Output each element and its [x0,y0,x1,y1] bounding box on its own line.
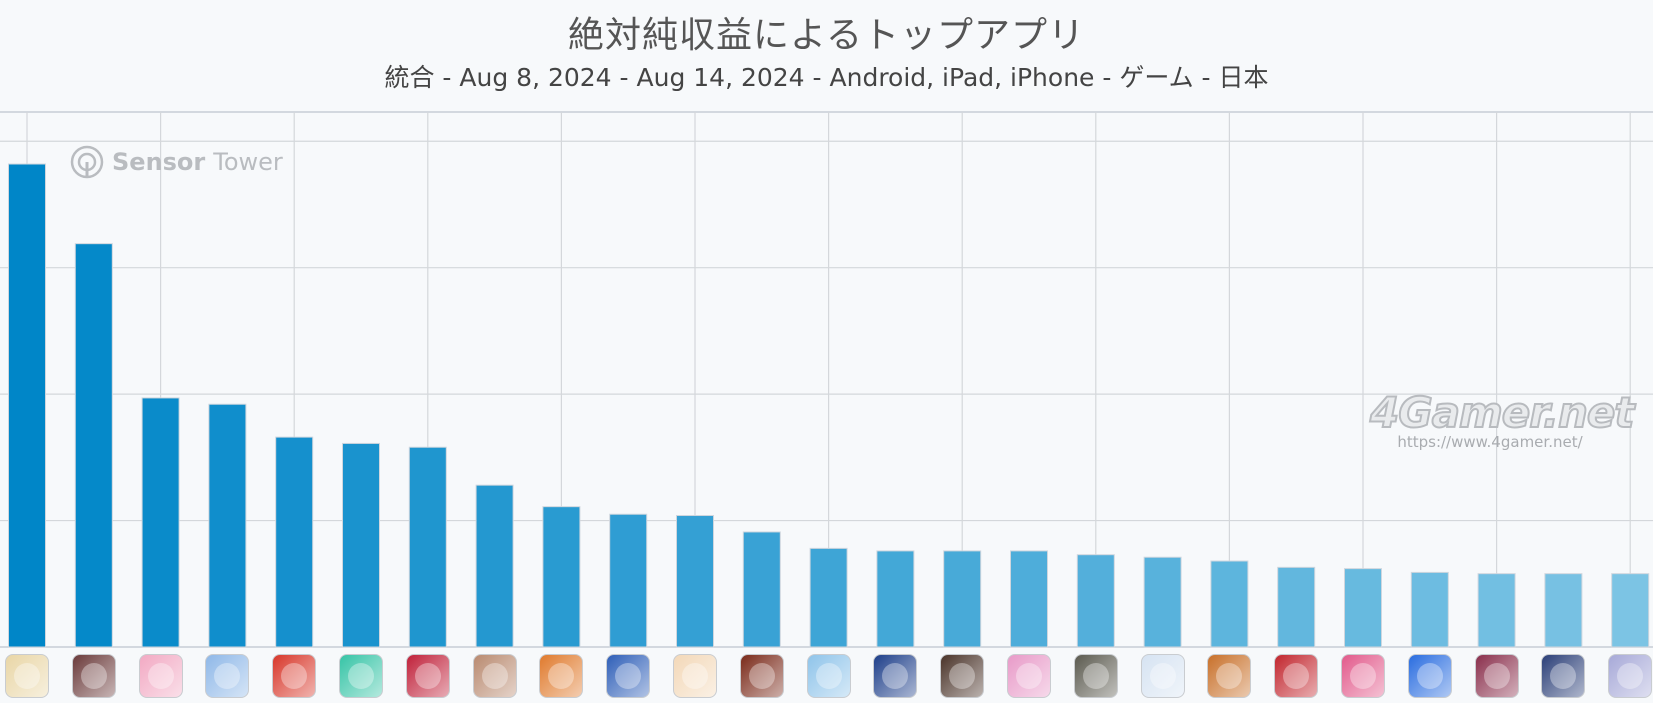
app-icon-5[interactable] [272,654,317,698]
bar-1 [8,163,46,648]
app-icon-16[interactable] [1007,654,1051,698]
bar-2 [74,243,113,648]
bar-5 [275,436,314,648]
bar-18 [1143,556,1182,648]
sensortower-watermark: Sensor Tower [70,142,283,182]
app-icon-14[interactable] [873,654,918,698]
app-icon-6[interactable] [339,654,383,698]
bar-4 [208,403,247,648]
chart-header: 絶対純収益によるトップアプリ 統合 - Aug 8, 2024 - Aug 14… [0,0,1653,112]
bar-3 [141,397,180,648]
4gamer-logo-text: 4Gamer.net [1369,387,1635,438]
chart-subtitle: 統合 - Aug 8, 2024 - Aug 14, 2024 - Androi… [384,63,1269,92]
app-icon-12[interactable] [739,654,784,698]
app-icon-23[interactable] [1474,654,1519,698]
bar-12 [742,531,781,648]
bar-7 [408,446,447,648]
bar-19 [1210,560,1249,648]
app-icon-22[interactable] [1407,654,1452,698]
bar-20 [1277,566,1316,648]
bar-24 [1544,573,1583,648]
app-icon-11[interactable] [673,654,717,698]
app-icon-19[interactable] [1207,654,1252,698]
sensortower-name-light: Tower [213,148,283,176]
4gamer-watermark: 4Gamer.net https://www.4gamer.net/ [1369,387,1635,451]
bar-9 [542,506,581,648]
bar-15 [943,550,982,648]
sensortower-name-bold: Sensor [112,148,206,176]
bar-13 [809,547,848,648]
bar-chart [0,111,1653,648]
sensortower-logo-icon [70,145,104,179]
4gamer-url: https://www.4gamer.net/ [1397,433,1583,451]
bar-6 [342,442,380,648]
app-icon-15[interactable] [940,654,985,698]
bar-11 [676,515,714,648]
app-icon-21[interactable] [1341,654,1385,698]
app-icon-4[interactable] [205,654,250,698]
app-icon-7[interactable] [405,654,450,698]
app-icon-3[interactable] [138,654,183,698]
bar-14 [876,550,915,648]
bar-21 [1344,568,1382,648]
bar-8 [475,484,514,648]
bar-22 [1410,571,1449,648]
app-icon-20[interactable] [1274,654,1319,698]
bar-17 [1076,554,1115,648]
bar-25 [1611,573,1650,648]
app-icon-13[interactable] [806,654,851,698]
app-icon-17[interactable] [1073,654,1118,698]
app-icon-10[interactable] [606,654,651,698]
app-icon-18[interactable] [1140,654,1185,698]
app-icon-9[interactable] [539,654,584,698]
app-icon-8[interactable] [472,654,517,698]
chart-title: 絶対純収益によるトップアプリ [568,15,1085,56]
app-icon-row [0,652,1653,703]
app-icon-25[interactable] [1608,654,1653,698]
app-icon-1[interactable] [5,654,49,698]
bar-10 [609,513,648,648]
bar-23 [1477,573,1516,648]
app-icon-2[interactable] [71,654,116,698]
app-icon-24[interactable] [1541,654,1586,698]
bar-16 [1010,550,1048,648]
